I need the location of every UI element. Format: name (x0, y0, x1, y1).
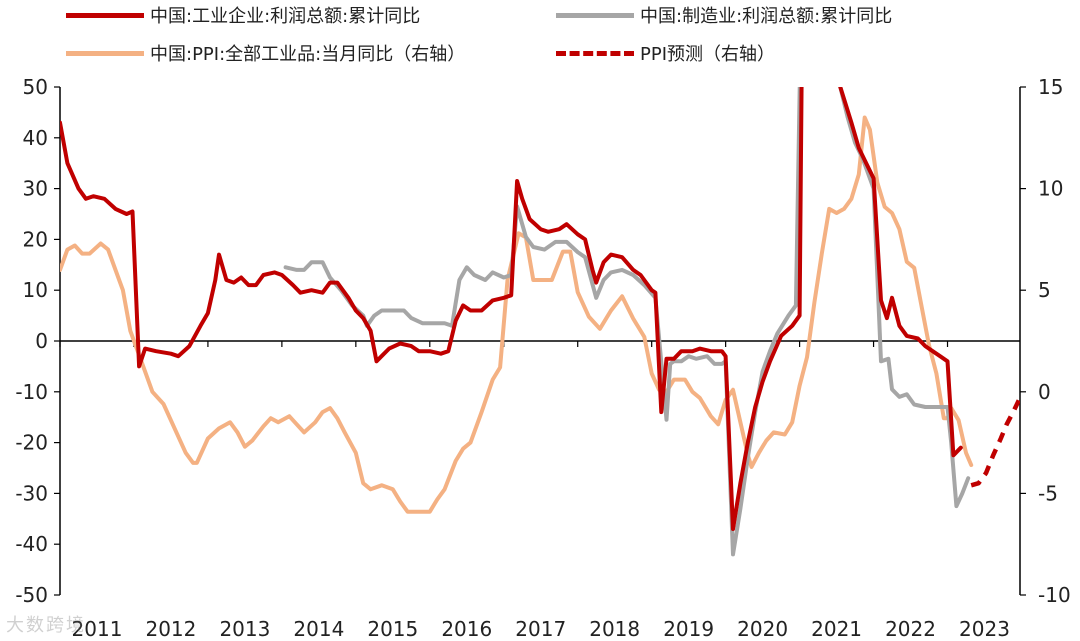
legend-item-ppi: 中国:PPI:全部工业品:当月同比（右轴） (66, 40, 465, 66)
x-tick-label: 2020 (737, 617, 788, 641)
left-tick-label: -10 (15, 380, 48, 404)
left-tick-label: -50 (15, 583, 48, 607)
right-tick-label: 5 (1038, 278, 1051, 302)
legend-item-manufacturing-profit: 中国:制造业:利润总额:累计同比 (556, 2, 892, 28)
series-line-2 (60, 115, 974, 514)
legend-item-ppi-forecast: PPI预测（右轴） (556, 40, 775, 66)
x-tick-label: 2011 (72, 617, 123, 641)
watermark: 大数跨境 (6, 615, 86, 636)
left-tick-label: 30 (23, 177, 48, 201)
left-tick-label: 40 (23, 126, 48, 150)
x-tick-label: 2023 (959, 617, 1010, 641)
x-tick-label: 2013 (219, 617, 270, 641)
legend-swatch-ppi (66, 50, 144, 56)
left-tick-label: 10 (23, 278, 48, 302)
legend-swatch-manufacturing-profit (556, 12, 634, 18)
series-line-3 (970, 396, 1020, 488)
x-tick-label: 2012 (145, 617, 196, 641)
x-tick-label: 2015 (367, 617, 418, 641)
left-tick-label: 0 (35, 329, 48, 353)
series-line-1 (283, 87, 971, 557)
x-tick-label: 2018 (589, 617, 640, 641)
right-tick-label: -10 (1038, 583, 1071, 607)
x-tick-label: 2021 (811, 617, 862, 641)
legend-swatch-industrial-profit (66, 12, 144, 18)
left-tick-label: 50 (23, 75, 48, 99)
left-tick-label: -40 (15, 532, 48, 556)
x-tick-label: 2017 (515, 617, 566, 641)
legend-label-ppi: 中国:PPI:全部工业品:当月同比（右轴） (150, 44, 466, 65)
left-tick-label: 20 (23, 227, 48, 251)
legend-label-manufacturing-profit: 中国:制造业:利润总额:累计同比 (640, 6, 893, 27)
legend-label-ppi-forecast: PPI预测（右轴） (640, 44, 776, 65)
right-tick-label: 15 (1038, 75, 1063, 99)
series-line-0 (60, 87, 963, 531)
x-tick-label: 2022 (885, 617, 936, 641)
left-tick-label: -20 (15, 431, 48, 455)
x-tick-label: 2016 (441, 617, 492, 641)
legend-swatch-ppi-forecast (556, 50, 634, 56)
right-tick-label: -5 (1038, 481, 1058, 505)
right-tick-label: 0 (1038, 380, 1051, 404)
legend-item-industrial-profit: 中国:工业企业:利润总额:累计同比 (66, 2, 420, 28)
legend-label-industrial-profit: 中国:工业企业:利润总额:累计同比 (150, 6, 421, 27)
legend: 中国:工业企业:利润总额:累计同比 中国:制造业:利润总额:累计同比 中国:PP… (0, 0, 1080, 80)
right-tick-label: 10 (1038, 177, 1063, 201)
x-tick-label: 2019 (663, 617, 714, 641)
x-tick-label: 2014 (293, 617, 344, 641)
left-tick-label: -30 (15, 481, 48, 505)
